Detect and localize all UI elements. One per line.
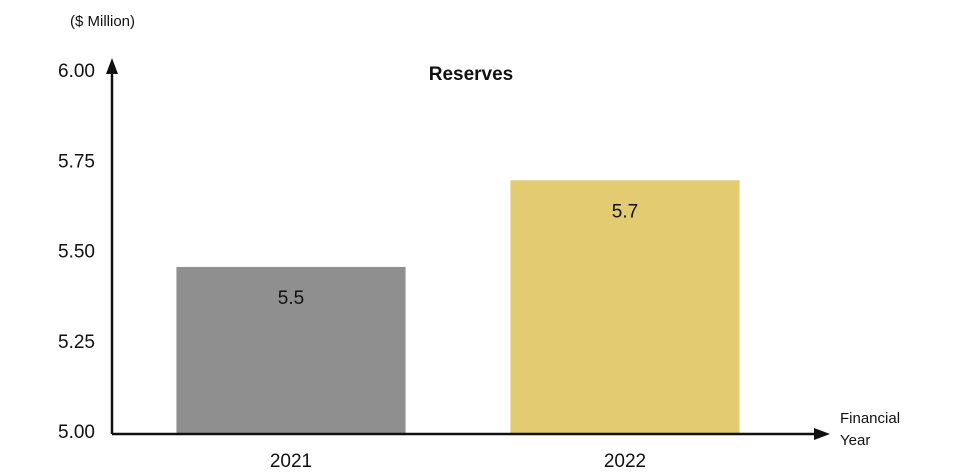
y-tick-label: 5.25: [58, 332, 95, 353]
chart-title: Reserves: [429, 64, 514, 85]
x-axis-label: Financial Year: [840, 410, 901, 449]
y-tick-label: 5.50: [58, 242, 95, 263]
y-tick-label: 5.75: [58, 151, 95, 172]
y-tick-label: 6.00: [58, 61, 95, 82]
x-tick-label: 2022: [604, 451, 646, 472]
bar: [510, 180, 740, 433]
y-unit-label: ($ Million): [70, 13, 135, 30]
x-axis-arrow: [814, 428, 830, 440]
y-axis-arrow: [106, 58, 118, 74]
value-label: 5.5: [278, 288, 304, 309]
bar: [176, 266, 406, 433]
x-tick-label: 2021: [270, 451, 312, 472]
y-tick-label: 5.00: [58, 422, 95, 443]
value-label: 5.7: [612, 201, 638, 222]
